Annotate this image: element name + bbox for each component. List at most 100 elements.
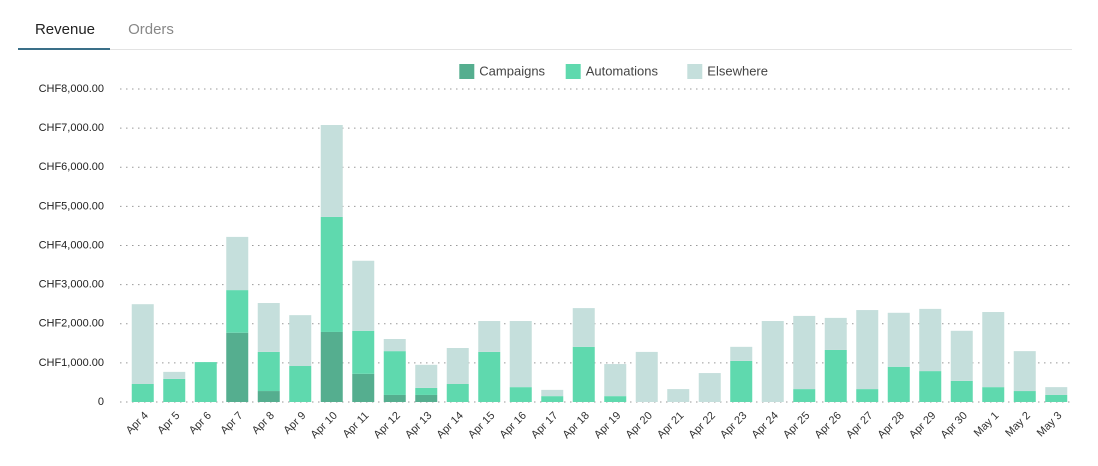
bar-segment: [950, 330, 973, 381]
y-tick-label: CHF3,000.00: [39, 279, 104, 291]
x-tick-label: Apr 12: [372, 410, 403, 441]
bar-segment: [887, 312, 910, 367]
bar-segment: [730, 360, 753, 402]
x-tick-label: Apr 29: [907, 410, 938, 441]
x-tick-label: Apr 18: [561, 410, 592, 441]
x-tick-label: Apr 14: [435, 410, 466, 441]
bar-segment: [572, 346, 595, 402]
bar-segment: [667, 389, 690, 402]
bar-segment: [919, 308, 942, 372]
bar-segment: [793, 315, 816, 390]
bar-segment: [793, 389, 816, 402]
tab[interactable]: Orders: [128, 21, 174, 38]
bar-segment: [541, 389, 564, 397]
y-tick-label: CHF6,000.00: [39, 161, 104, 173]
y-tick-label: CHF8,000.00: [39, 83, 104, 95]
x-tick-label: Apr 19: [592, 410, 623, 441]
x-tick-label: Apr 6: [187, 410, 214, 437]
bar-segment: [383, 394, 406, 402]
bar-segment: [352, 330, 375, 374]
bar-segment: [509, 387, 532, 402]
bar-segment: [1013, 391, 1036, 402]
bar-segment: [1013, 351, 1036, 392]
bar-segment: [635, 351, 658, 402]
bar-segment: [194, 362, 217, 402]
x-tick-label: Apr 11: [341, 410, 372, 441]
legend-label: Automations: [586, 63, 659, 78]
y-tick-label: CHF7,000.00: [39, 122, 104, 134]
x-tick-label: Apr 10: [309, 410, 340, 441]
bar-segment: [919, 371, 942, 402]
x-tick-label: Apr 15: [466, 410, 497, 441]
bar-segment: [1045, 387, 1068, 395]
x-tick-label: Apr 17: [529, 410, 560, 441]
x-tick-label: May 1: [972, 410, 1002, 440]
y-tick-label: CHF2,000.00: [39, 318, 104, 330]
bar-segment: [257, 303, 280, 352]
bar-segment: [982, 312, 1005, 388]
x-tick-label: Apr 9: [281, 410, 308, 437]
x-tick-label: Apr 22: [687, 410, 718, 441]
legend-swatch: [459, 64, 475, 79]
bar-segment: [257, 391, 280, 402]
bar-segment: [352, 260, 375, 331]
x-tick-label: Apr 7: [218, 410, 245, 437]
bar-segment: [604, 396, 627, 402]
bar-segment: [289, 366, 312, 402]
bar-segment: [1045, 394, 1068, 402]
bar-segment: [856, 389, 879, 402]
legend-label: Campaigns: [479, 63, 545, 78]
bar-segment: [824, 349, 847, 402]
bar-segment: [226, 236, 249, 291]
x-tick-label: Apr 27: [844, 410, 875, 441]
y-tick-label: 0: [98, 396, 104, 408]
bar-segment: [446, 348, 469, 385]
bar-segment: [320, 216, 343, 332]
bar-segment: [446, 384, 469, 402]
legend-swatch: [687, 64, 703, 79]
bar-segment: [887, 366, 910, 402]
x-tick-label: Apr 21: [655, 410, 686, 441]
x-tick-label: Apr 28: [876, 410, 907, 441]
bar-segment: [950, 380, 973, 402]
bar-segment: [415, 387, 438, 395]
bar-segment: [163, 371, 186, 379]
bar-segment: [226, 290, 249, 333]
x-tick-label: Apr 30: [939, 410, 970, 441]
bar-segment: [982, 387, 1005, 402]
x-tick-label: Apr 8: [250, 410, 277, 437]
bar-segment: [131, 304, 154, 385]
x-tick-label: Apr 25: [781, 410, 812, 441]
x-tick-label: Apr 13: [403, 410, 434, 441]
x-tick-label: May 3: [1035, 410, 1065, 440]
tab[interactable]: Revenue: [35, 21, 95, 38]
x-tick-label: Apr 23: [718, 410, 749, 441]
bar-segment: [320, 124, 343, 217]
x-tick-label: Apr 5: [155, 410, 182, 437]
bar-segment: [289, 315, 312, 367]
legend-swatch: [565, 64, 581, 79]
x-tick-label: Apr 26: [813, 410, 844, 441]
bar-segment: [541, 396, 564, 402]
bar-segment: [761, 321, 784, 402]
bar-segment: [604, 364, 627, 397]
bar-segment: [383, 339, 406, 352]
bar-segment: [257, 351, 280, 392]
bar-segment: [698, 373, 721, 402]
bar-segment: [226, 332, 249, 402]
bar-segment: [572, 308, 595, 347]
bar-segment: [352, 373, 375, 402]
bar-segment: [478, 321, 501, 352]
y-tick-label: CHF5,000.00: [39, 200, 104, 212]
x-tick-label: Apr 24: [750, 410, 781, 441]
y-tick-label: CHF4,000.00: [39, 239, 104, 251]
bar-segment: [415, 394, 438, 402]
x-tick-label: Apr 20: [624, 410, 655, 441]
bar-segment: [320, 331, 343, 402]
bar-segment: [478, 351, 501, 402]
bar-segment: [824, 317, 847, 350]
y-tick-label: CHF1,000.00: [39, 357, 104, 369]
x-tick-label: May 2: [1003, 410, 1033, 440]
